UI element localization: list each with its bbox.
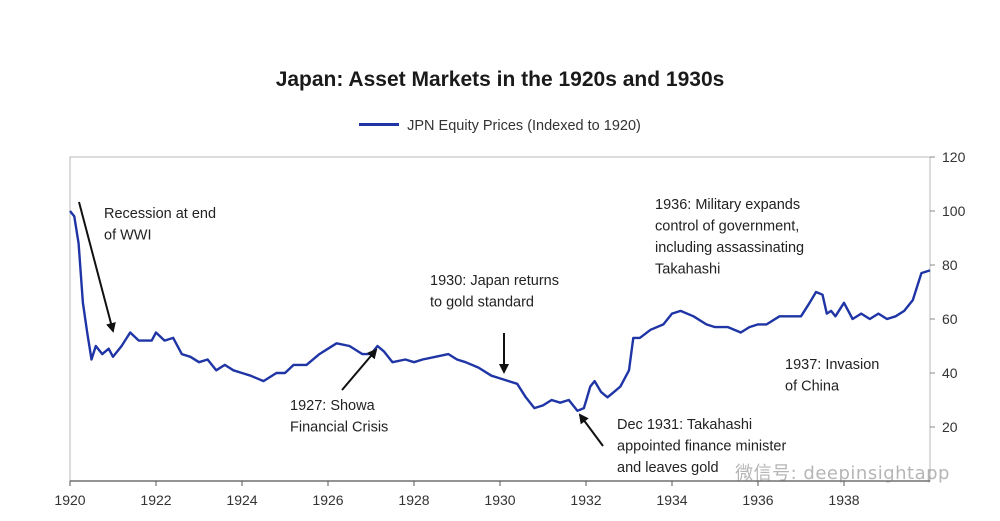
annotation-recession: Recession at end of WWI [104, 206, 216, 244]
annotation-showa-crisis: 1927: Showa Financial Crisis [290, 398, 388, 436]
annotation-military-expands-line: 1936: Military expands [655, 197, 800, 213]
x-tick-label: 1930 [484, 492, 515, 508]
annotation-takahashi-appointed-line: appointed finance minister [617, 439, 786, 455]
annotation-military-expands-line: including assassinating [655, 240, 804, 256]
annotation-layer: Recession at end of WWI 1927: Showa Financi… [104, 197, 879, 476]
arrow-takahashi [578, 413, 604, 447]
annotation-gold-standard-line: 1930: Japan returns [430, 273, 559, 289]
y-tick-label: 40 [942, 365, 958, 381]
arrow-recession [78, 201, 116, 333]
annotation-military-expands-line: Takahashi [655, 262, 720, 278]
chart-title: Japan: Asset Markets in the 1920s and 19… [275, 68, 725, 91]
arrow-layer [78, 201, 604, 447]
x-tick-label: 1934 [656, 492, 687, 508]
annotation-invasion-china: 1937: Invasion of China [785, 357, 879, 395]
annotation-gold-standard-line: to gold standard [430, 295, 534, 311]
annotation-recession-line: Recession at end [104, 206, 216, 222]
x-tick-label: 1922 [140, 492, 171, 508]
annotation-gold-standard: 1930: Japan returns to gold standard [430, 273, 559, 311]
annotation-takahashi-appointed-line: Dec 1931: Takahashi [617, 417, 752, 433]
annotation-military-expands-line: control of government, [655, 219, 799, 235]
arrow-showa-crisis [341, 348, 378, 391]
y-tick-label: 80 [942, 257, 958, 273]
x-tick-label: 1926 [312, 492, 343, 508]
equity-price-line [69, 210, 931, 412]
x-tick-label: 1936 [742, 492, 773, 508]
legend-label: JPN Equity Prices (Indexed to 1920) [407, 118, 641, 134]
annotation-takahashi-appointed-line: and leaves gold [617, 460, 719, 476]
annotation-showa-crisis-line: Financial Crisis [290, 420, 388, 436]
x-tick-label: 1932 [570, 492, 601, 508]
annotation-showa-crisis-line: 1927: Showa [290, 398, 376, 414]
annotation-takahashi-appointed: Dec 1931: Takahashi appointed finance min… [617, 417, 786, 476]
y-tick-label: 120 [942, 149, 966, 165]
tick-layer: 1920 1922 1924 1926 1928 1930 1932 1934 1936 1938… [54, 149, 965, 508]
line-layer [69, 210, 931, 412]
annotation-recession-line: of WWI [104, 228, 152, 244]
y-tick-label: 100 [942, 203, 966, 219]
y-tick-label: 20 [942, 419, 958, 435]
x-tick-label: 1938 [828, 492, 859, 508]
annotation-invasion-china-line: 1937: Invasion [785, 357, 879, 373]
y-tick-label: 60 [942, 311, 958, 327]
x-tick-label: 1924 [226, 492, 257, 508]
x-tick-label: 1928 [398, 492, 429, 508]
annotation-invasion-china-line: of China [785, 379, 840, 395]
x-tick-label: 1920 [54, 492, 85, 508]
legend: JPN Equity Prices (Indexed to 1920) [0, 118, 1000, 134]
watermark: 微信号: deepinsightapp [735, 463, 950, 484]
legend-swatch [359, 122, 400, 126]
annotation-military-expands: 1936: Military expands control of governm… [655, 197, 804, 278]
